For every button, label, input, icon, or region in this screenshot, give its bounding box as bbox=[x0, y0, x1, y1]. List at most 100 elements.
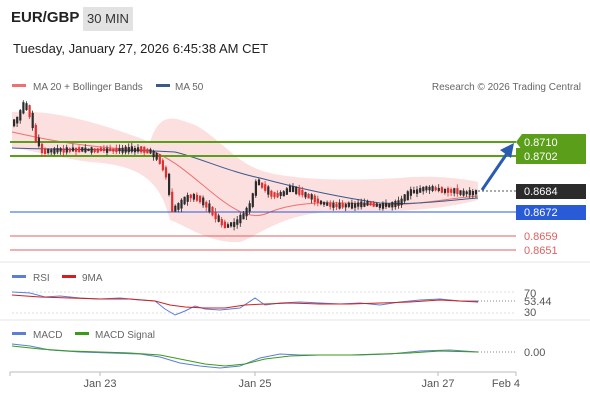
candle-body bbox=[90, 147, 93, 153]
candle-body bbox=[440, 187, 443, 193]
candle-body bbox=[310, 194, 313, 200]
forecast-arrow bbox=[480, 151, 510, 191]
resistance-2-label: 0.8710 bbox=[516, 134, 586, 150]
candle-body bbox=[400, 198, 403, 206]
candle-body bbox=[307, 193, 310, 199]
candle-body bbox=[279, 192, 282, 196]
candle-body bbox=[62, 148, 65, 153]
candle-body bbox=[211, 206, 214, 216]
candle-body bbox=[412, 190, 416, 194]
candle-body bbox=[369, 201, 372, 206]
candle-body bbox=[338, 202, 341, 209]
candle-body bbox=[465, 191, 468, 195]
candle-body bbox=[453, 188, 456, 194]
candle-body bbox=[59, 148, 62, 152]
support-3-label: 0.8651 bbox=[524, 245, 558, 257]
candle-body bbox=[288, 186, 292, 193]
candle-body bbox=[409, 189, 412, 196]
candle-body bbox=[447, 188, 450, 193]
candle-body bbox=[397, 200, 400, 206]
forecast-arrow-head bbox=[500, 143, 514, 158]
candle-body bbox=[133, 147, 137, 153]
support-1-label: 0.8672 bbox=[516, 205, 586, 220]
candle-body bbox=[434, 187, 437, 191]
candle-body bbox=[391, 202, 394, 208]
candle-body bbox=[25, 103, 28, 111]
candle-body bbox=[19, 110, 22, 121]
candle-body bbox=[360, 201, 363, 208]
candle-body bbox=[239, 214, 242, 224]
candle-body bbox=[456, 188, 459, 194]
rsi-ma-legend-label: 9MA bbox=[82, 273, 103, 284]
candle-body bbox=[171, 191, 174, 213]
candle-body bbox=[335, 203, 338, 208]
svg-text:0.8702: 0.8702 bbox=[524, 151, 558, 163]
timeframe-badge[interactable]: 30 MIN bbox=[83, 7, 133, 31]
candle-body bbox=[214, 211, 217, 220]
rsi-70-label: 70 bbox=[524, 288, 536, 300]
ma20-legend-label: MA 20 + Bollinger Bands bbox=[33, 82, 143, 93]
candle-body bbox=[378, 203, 381, 208]
candle-body bbox=[71, 147, 75, 152]
macd-value-label: 0.00 bbox=[524, 347, 545, 359]
candle-body bbox=[174, 205, 177, 212]
candle-body bbox=[56, 148, 59, 153]
candle-body bbox=[443, 188, 447, 193]
candle-body bbox=[140, 146, 143, 153]
candle-body bbox=[354, 203, 357, 208]
candle-body bbox=[270, 190, 273, 197]
candle-body bbox=[121, 147, 124, 153]
candle-body bbox=[106, 148, 109, 153]
candle-body bbox=[230, 222, 233, 227]
candle-body bbox=[301, 189, 304, 196]
candle-body bbox=[323, 202, 326, 205]
candle-body bbox=[102, 148, 106, 152]
candle-body bbox=[195, 194, 199, 201]
candle-body bbox=[205, 202, 208, 208]
candle-body bbox=[168, 173, 171, 195]
candle-body bbox=[474, 190, 478, 195]
ma50-legend-swatch bbox=[156, 84, 170, 87]
candle-body bbox=[192, 193, 195, 200]
candle-body bbox=[419, 188, 422, 193]
candle-body bbox=[223, 221, 226, 229]
candle-body bbox=[158, 154, 161, 164]
candle-body bbox=[471, 190, 474, 196]
candle-body bbox=[202, 197, 205, 206]
candle-body bbox=[319, 200, 323, 205]
candle-body bbox=[295, 186, 298, 194]
candle-body bbox=[50, 149, 53, 153]
candle-body bbox=[152, 150, 155, 158]
candle-body bbox=[189, 194, 192, 199]
candle-body bbox=[381, 202, 385, 209]
candle-body bbox=[264, 184, 267, 191]
candle-body bbox=[31, 112, 34, 129]
rsi-value-label: 53.44 bbox=[524, 296, 552, 308]
candle-body bbox=[146, 149, 149, 154]
candle-body bbox=[93, 148, 96, 152]
candle-body bbox=[363, 202, 366, 207]
candle-body bbox=[313, 195, 316, 203]
candle-body bbox=[186, 195, 189, 202]
candle-body bbox=[261, 182, 264, 188]
candle-body bbox=[304, 192, 307, 198]
bollinger-band bbox=[12, 111, 478, 243]
candle-body bbox=[96, 148, 99, 153]
current-price-label: 0.8684 bbox=[516, 184, 586, 199]
candle-body bbox=[137, 147, 140, 152]
candle-body bbox=[161, 160, 164, 171]
candle-body bbox=[341, 203, 344, 208]
candle-body bbox=[388, 203, 391, 208]
candle-body bbox=[450, 189, 453, 193]
candle-body bbox=[112, 148, 115, 152]
rsi-legend-label: RSI bbox=[33, 273, 50, 284]
candle-body bbox=[332, 203, 335, 208]
candle-body bbox=[236, 219, 239, 225]
x-axis-label: Jan 23 bbox=[83, 378, 116, 390]
rsi-legend-swatch bbox=[12, 275, 26, 278]
candle-body bbox=[99, 147, 102, 152]
resistance-1-label: 0.8702 bbox=[516, 148, 586, 164]
candle-body bbox=[217, 215, 220, 222]
candle-body bbox=[37, 137, 40, 147]
